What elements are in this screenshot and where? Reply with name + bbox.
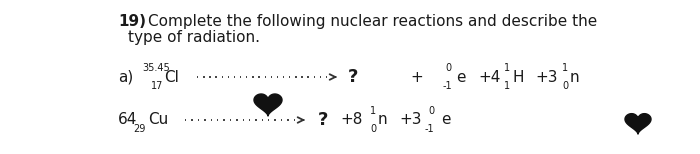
Text: n: n <box>378 113 388 128</box>
Text: 1: 1 <box>504 81 510 91</box>
Text: 1: 1 <box>370 106 376 116</box>
Text: 0: 0 <box>445 63 451 73</box>
Text: -1: -1 <box>443 81 453 91</box>
Text: a): a) <box>118 69 133 85</box>
Text: -1: -1 <box>425 124 435 134</box>
Text: 64: 64 <box>118 113 137 128</box>
Text: +4: +4 <box>478 69 500 85</box>
Text: +3: +3 <box>535 69 557 85</box>
Text: ?: ? <box>348 68 358 86</box>
Text: 0: 0 <box>370 124 376 134</box>
Text: type of radiation.: type of radiation. <box>128 30 260 45</box>
Text: +3: +3 <box>399 113 421 128</box>
Polygon shape <box>254 94 282 116</box>
Text: 1: 1 <box>504 63 510 73</box>
Text: 29: 29 <box>133 124 146 134</box>
Text: 17: 17 <box>151 81 163 91</box>
Text: 0: 0 <box>428 106 434 116</box>
Text: Cl: Cl <box>164 69 179 85</box>
Text: 35.45: 35.45 <box>142 63 169 73</box>
Text: +8: +8 <box>340 113 363 128</box>
Text: 1: 1 <box>562 63 568 73</box>
Text: Cu: Cu <box>148 113 168 128</box>
Text: ?: ? <box>318 111 328 129</box>
Text: e: e <box>456 69 466 85</box>
Text: +: + <box>410 69 423 85</box>
Text: 19): 19) <box>118 14 146 29</box>
Text: e: e <box>441 113 451 128</box>
Polygon shape <box>625 114 651 134</box>
Text: Complete the following nuclear reactions and describe the: Complete the following nuclear reactions… <box>148 14 597 29</box>
Text: 0: 0 <box>562 81 568 91</box>
Text: H: H <box>513 69 524 85</box>
Text: n: n <box>570 69 580 85</box>
